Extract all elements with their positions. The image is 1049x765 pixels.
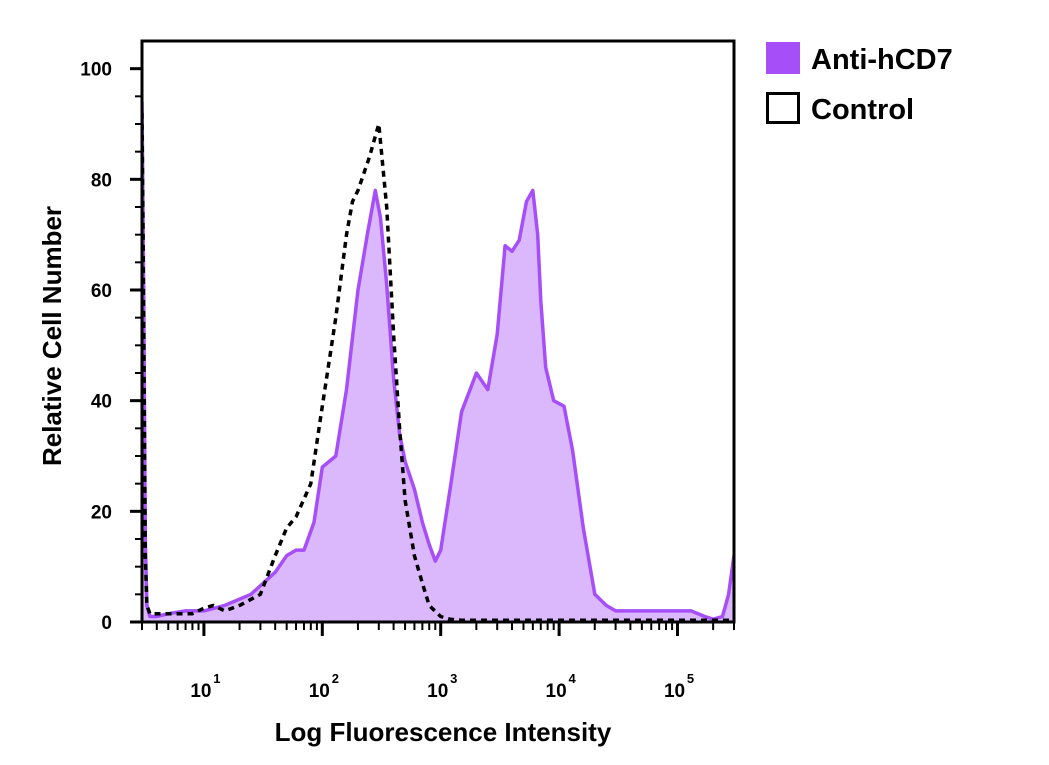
legend-swatch-1: [766, 92, 800, 124]
x-tick-label: 10: [427, 681, 448, 702]
y-tick-label: 80: [91, 170, 112, 191]
series-area-0: [142, 101, 734, 622]
x-tick-exponent: 5: [687, 671, 694, 686]
x-tick-label: 10: [190, 681, 211, 702]
x-tick-exponent: 4: [568, 671, 576, 686]
x-tick-exponent: 3: [450, 671, 457, 686]
plot-frame: [140, 39, 736, 624]
y-axis-title: Relative Cell Number: [37, 206, 67, 466]
y-axis: 0 20 40 60 80 100: [80, 60, 142, 634]
x-tick-exponent: 1: [213, 671, 220, 686]
y-tick-label: 20: [91, 502, 112, 523]
legend-label-0: Anti-hCD7: [811, 44, 953, 76]
y-tick-label: 100: [80, 60, 112, 81]
legend-swatch-0: [766, 42, 800, 74]
series-line-0: [142, 101, 734, 621]
x-tick-exponent: 2: [332, 671, 339, 686]
legend-label-1: Control: [811, 94, 914, 126]
x-tick-label: 10: [546, 681, 567, 702]
y-tick-label: 0: [101, 613, 112, 634]
y-tick-label: 40: [91, 392, 112, 413]
y-tick-label: 60: [91, 281, 112, 302]
minor-ticks: [141, 622, 735, 630]
x-tick-label: 10: [664, 681, 685, 702]
x-tick-label: 10: [309, 681, 330, 702]
series-line-1: [142, 112, 734, 622]
x-axis-title: Log Fluorescence Intensity: [275, 717, 612, 747]
legend: Anti-hCD7 Control: [766, 42, 953, 126]
series-layer: [142, 101, 734, 622]
